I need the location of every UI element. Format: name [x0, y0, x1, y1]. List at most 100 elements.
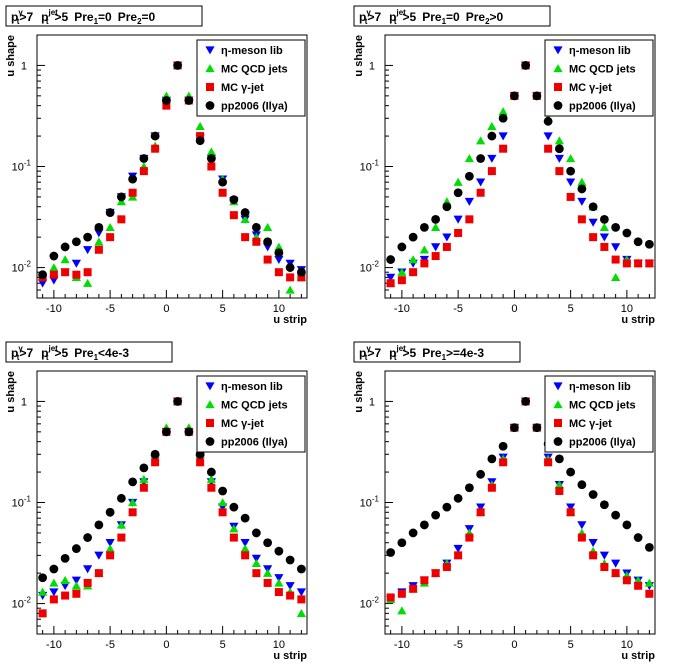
data-point — [554, 144, 564, 154]
legend-marker — [205, 382, 215, 391]
legend: η-meson lib MC QCD jets MC γ-jet pp2006 (Il… — [544, 39, 654, 117]
legend-label: pp2006 (Ilya) — [221, 437, 288, 449]
data-point — [521, 61, 531, 70]
data-points — [38, 61, 306, 294]
data-point — [644, 578, 654, 587]
data-point — [106, 233, 115, 242]
data-point — [588, 218, 598, 227]
data-point — [184, 96, 194, 105]
data-point — [117, 533, 126, 542]
data-point — [442, 502, 452, 512]
title-box — [353, 341, 521, 363]
data-point — [218, 486, 228, 496]
data-point — [105, 222, 115, 232]
data-point — [611, 255, 620, 264]
data-point — [599, 233, 609, 242]
data-point — [431, 243, 441, 252]
data-points — [386, 61, 654, 288]
data-point — [622, 228, 632, 238]
data-point — [397, 242, 407, 252]
data-point — [274, 546, 284, 556]
data-point — [196, 458, 205, 467]
data-point — [532, 423, 542, 433]
data-point — [151, 144, 160, 153]
legend-marker — [205, 400, 215, 409]
data-point — [94, 569, 103, 578]
data-point — [196, 132, 205, 141]
data-point — [83, 246, 93, 255]
data-point — [206, 147, 216, 156]
x-axis: -10 -5 0 5 10u strip — [42, 626, 307, 662]
x-tick-label: 0 — [163, 639, 169, 651]
x-tick-label: -5 — [105, 639, 115, 651]
data-point — [386, 273, 396, 282]
data-point — [633, 237, 643, 247]
data-point — [566, 166, 576, 176]
data-point — [263, 237, 273, 247]
data-point — [139, 463, 149, 473]
y-tick-label: 10-2 — [360, 596, 380, 611]
series-4 — [38, 61, 306, 280]
title-box — [353, 5, 551, 27]
data-point — [499, 458, 508, 467]
data-point — [229, 524, 239, 533]
data-point — [240, 513, 250, 523]
data-point — [285, 263, 295, 272]
data-point — [161, 427, 171, 437]
legend-label: MC γ-jet — [569, 82, 612, 94]
x-tick-label: 0 — [511, 639, 517, 651]
chart-panel-2: -10 -5 0 5 10 u strip 1 10-1 10-2 u shape pγ t>7 pje… — [348, 0, 696, 336]
legend-marker — [206, 83, 214, 91]
data-point — [419, 245, 429, 254]
data-point — [599, 551, 609, 560]
data-point — [634, 581, 643, 590]
data-point — [453, 493, 463, 503]
data-point — [464, 483, 474, 493]
data-point — [566, 178, 576, 187]
data-point — [386, 548, 396, 557]
x-tick-label: -5 — [453, 639, 463, 651]
data-point — [218, 188, 227, 197]
data-point — [487, 167, 496, 176]
x-axis-label: u strip — [273, 650, 307, 662]
data-point — [521, 397, 531, 406]
data-point — [274, 242, 284, 251]
data-point — [555, 486, 564, 495]
data-point — [263, 538, 273, 548]
legend-label: MC γ-jet — [221, 82, 264, 94]
y-axis-label: u shape — [353, 35, 365, 77]
data-point — [252, 237, 261, 246]
data-point — [151, 458, 160, 467]
data-point — [184, 427, 194, 437]
data-point — [599, 222, 609, 232]
data-point — [499, 144, 508, 153]
data-point — [611, 559, 621, 568]
data-point — [554, 136, 564, 145]
data-point — [498, 113, 508, 123]
data-point — [453, 215, 463, 224]
series-4 — [38, 397, 306, 583]
data-point — [465, 215, 474, 224]
x-tick-label: -10 — [394, 639, 410, 651]
data-point — [263, 222, 273, 232]
data-point — [162, 101, 171, 110]
data-point — [498, 441, 508, 451]
data-point — [442, 233, 452, 242]
chart-svg-4: -10 -5 0 5 10u strip 1 10-1 10-2 u shape pγ t>7 pje… — [353, 341, 656, 662]
series-4 — [386, 61, 654, 264]
data-point — [554, 480, 564, 489]
data-point — [128, 188, 137, 197]
data-point — [240, 214, 250, 224]
data-point — [577, 197, 587, 206]
data-point — [274, 255, 284, 264]
data-point — [296, 267, 306, 277]
chart-svg-3: -10 -5 0 5 10u strip 1 10-1 10-2 u shape pγ t>7 pje… — [5, 341, 308, 662]
data-point — [476, 503, 486, 512]
data-point — [464, 171, 474, 181]
data-point — [409, 584, 418, 593]
data-point — [128, 498, 138, 507]
data-point — [71, 237, 81, 247]
data-point — [251, 558, 261, 568]
data-point — [105, 544, 115, 553]
